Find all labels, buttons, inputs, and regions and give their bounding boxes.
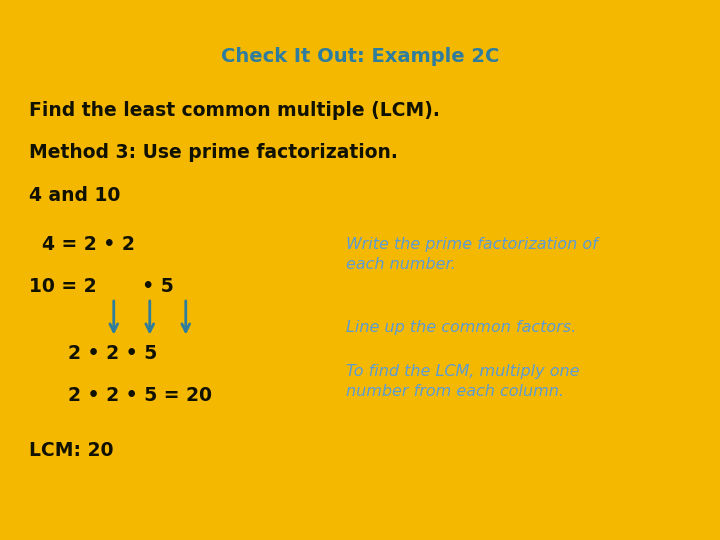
Text: Method 3: Use prime factorization.: Method 3: Use prime factorization. <box>29 143 397 162</box>
Text: Line up the common factors.: Line up the common factors. <box>346 320 576 335</box>
Text: 2 • 2 • 5: 2 • 2 • 5 <box>29 344 157 363</box>
Text: Check It Out: Example 2C: Check It Out: Example 2C <box>221 47 499 66</box>
Text: LCM: 20: LCM: 20 <box>29 441 113 461</box>
Text: 10 = 2       • 5: 10 = 2 • 5 <box>29 276 174 296</box>
Text: 2 • 2 • 5 = 20: 2 • 2 • 5 = 20 <box>29 386 212 405</box>
Text: Find the least common multiple (LCM).: Find the least common multiple (LCM). <box>29 101 440 120</box>
Text: To find the LCM, multiply one
number from each column.: To find the LCM, multiply one number fro… <box>346 364 579 399</box>
Text: 4 = 2 • 2: 4 = 2 • 2 <box>29 234 135 254</box>
Text: 4 and 10: 4 and 10 <box>29 186 120 205</box>
Text: Write the prime factorization of
each number.: Write the prime factorization of each nu… <box>346 238 598 272</box>
